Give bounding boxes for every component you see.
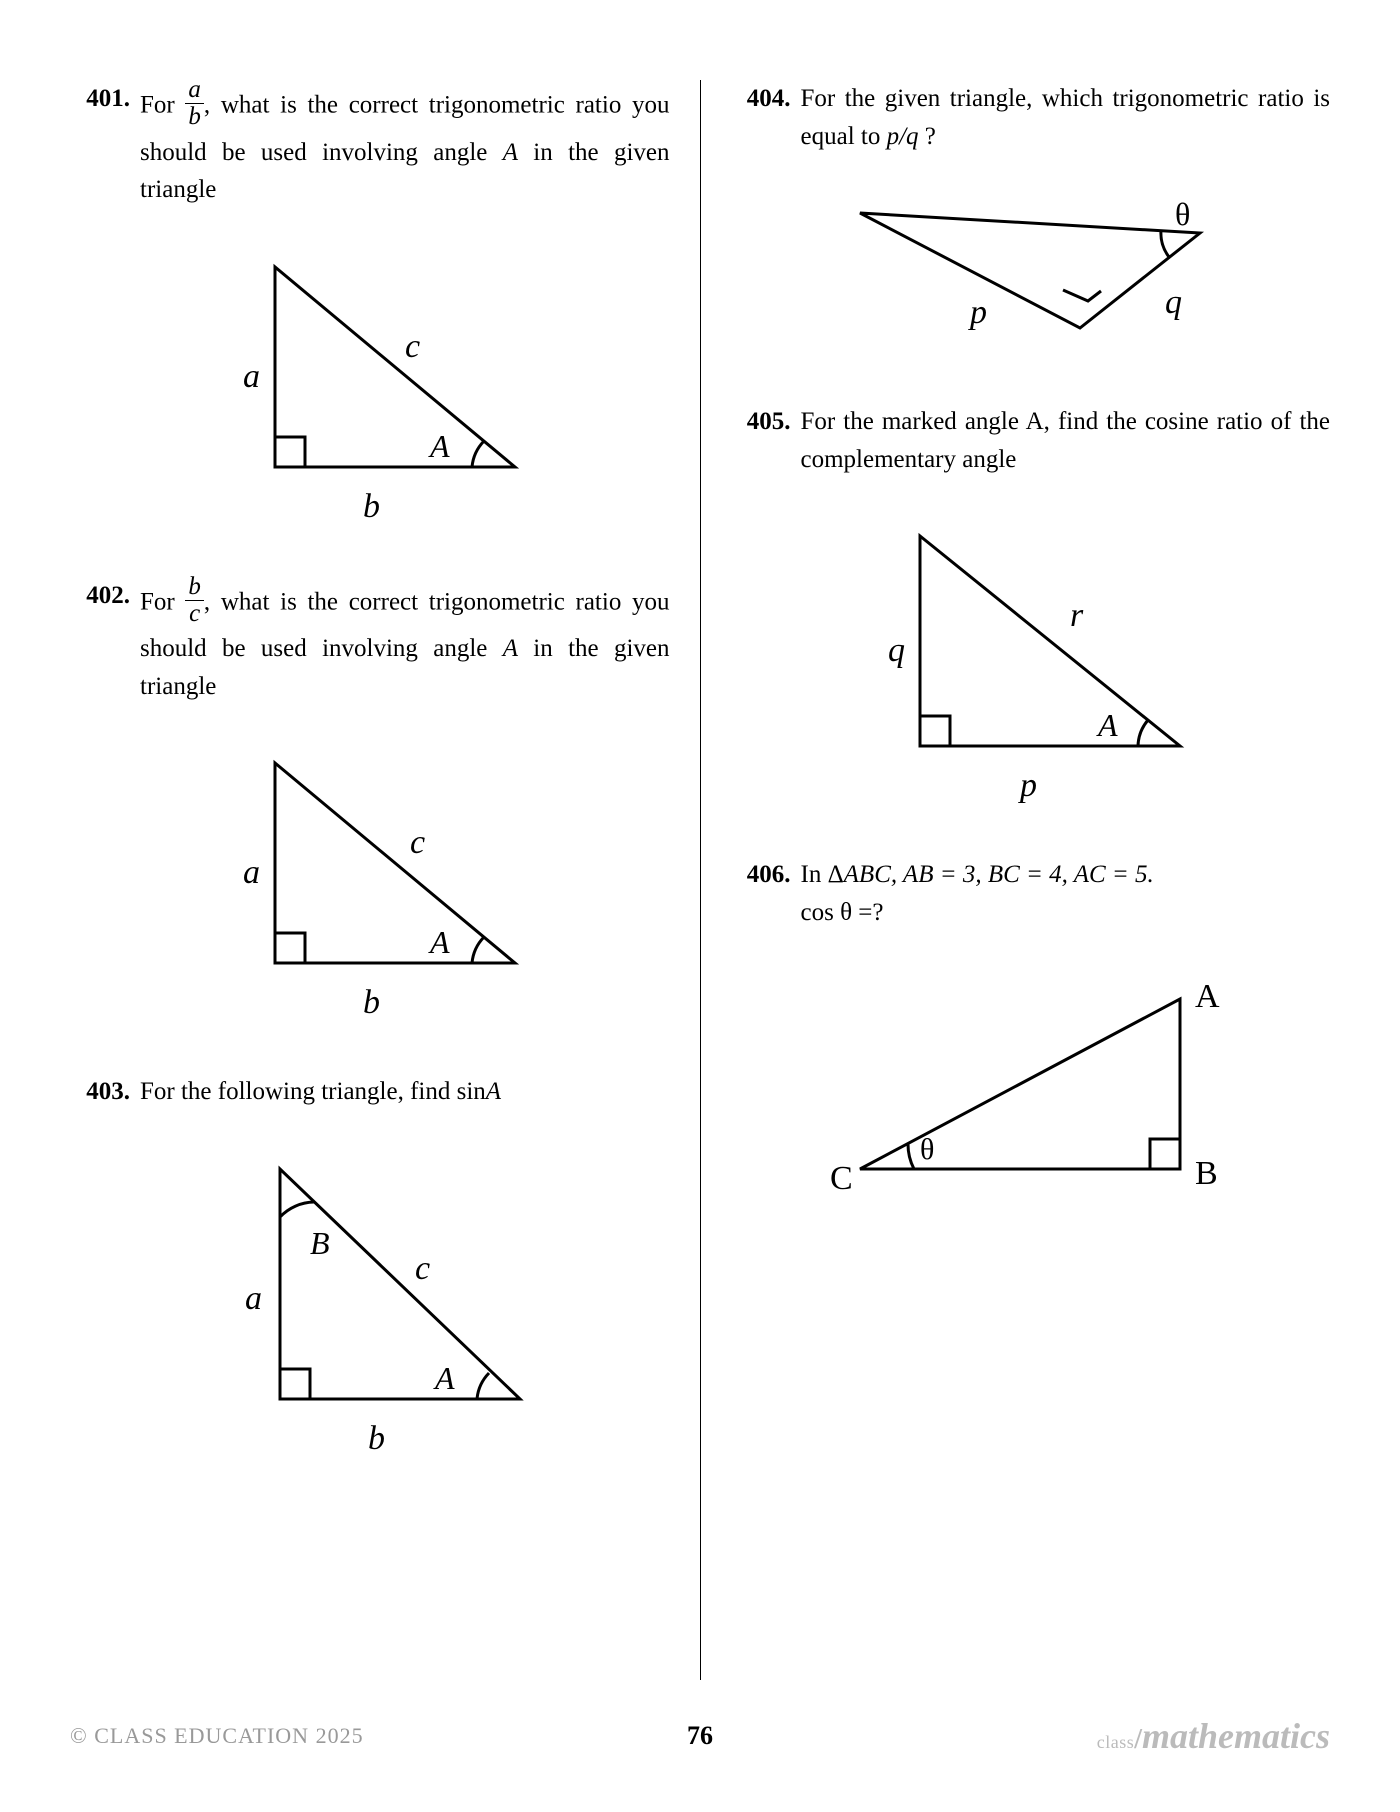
footer: © CLASS EDUCATION 2025 76 class/mathemat… (70, 1715, 1330, 1757)
label-r: r (1070, 597, 1084, 634)
text: cos θ =? (801, 899, 884, 926)
text: For the given triangle, which trigonomet… (801, 85, 1331, 150)
problem-404: 404. For the given triangle, which trigo… (731, 80, 1331, 155)
triangle-icon: q p r A (850, 506, 1210, 816)
problem-405: 405. For the marked angle A, find the co… (731, 403, 1331, 478)
problem-text: For the marked angle A, find the cosine … (801, 403, 1331, 478)
label-c: c (405, 328, 420, 365)
label-theta: θ (920, 1133, 934, 1166)
denominator: b (185, 104, 204, 130)
text: For (140, 588, 185, 615)
problem-text: For the following triangle, find sinA (140, 1073, 670, 1111)
label-A: A (1096, 707, 1118, 743)
triangle-icon: θ p q (820, 183, 1240, 363)
label-b: b (363, 984, 380, 1021)
problem-number: 406. (731, 856, 801, 931)
denominator: c (185, 601, 204, 627)
text: For (140, 91, 185, 118)
problem-text: For the given triangle, which trigonomet… (801, 80, 1331, 155)
label-q: q (1165, 284, 1182, 321)
label-C: C (830, 1160, 853, 1197)
right-column: 404. For the given triangle, which trigo… (701, 80, 1331, 1680)
problem-text: For ab, what is the correct trigonometri… (140, 80, 670, 209)
label-B: B (310, 1225, 330, 1261)
figure-405: q p r A (731, 506, 1331, 821)
label-p: p (1018, 767, 1037, 804)
label-b: b (368, 1420, 385, 1457)
problem-number: 401. (70, 80, 140, 209)
text: For the following triangle, find sin (140, 1078, 486, 1105)
triangle-icon: a b c A B (205, 1139, 535, 1469)
copyright: © CLASS EDUCATION 2025 (70, 1723, 364, 1749)
text: For the marked angle A, find the cosine … (801, 408, 1331, 473)
label-c: c (410, 824, 425, 861)
figure-401: a b c A (70, 237, 670, 542)
problem-text: In ΔABC, AB = 3, BC = 4, AC = 5. cos θ =… (801, 856, 1331, 931)
columns: 401. For ab, what is the correct trigono… (70, 80, 1330, 1680)
page: 401. For ab, what is the correct trigono… (0, 0, 1400, 1812)
brand-big: mathematics (1142, 1716, 1330, 1756)
text: ? (919, 123, 936, 150)
label-p: p (968, 294, 987, 331)
left-column: 401. For ab, what is the correct trigono… (70, 80, 701, 1680)
numerator: b (185, 574, 204, 601)
problem-number: 405. (731, 403, 801, 478)
variable: A (486, 1078, 501, 1105)
problem-406: 406. In ΔABC, AB = 3, BC = 4, AC = 5. co… (731, 856, 1331, 931)
fraction: bc (185, 574, 204, 628)
label-a: a (243, 358, 260, 395)
label-a: a (245, 1280, 262, 1317)
label-A: A (433, 1360, 455, 1396)
variable: A (503, 635, 518, 662)
page-number: 76 (687, 1721, 713, 1751)
text: In Δ (801, 861, 844, 888)
problem-402: 402. For bc, what is the correct trigono… (70, 577, 670, 706)
variable: ABC (844, 861, 891, 888)
problem-403: 403. For the following triangle, find si… (70, 1073, 670, 1111)
label-A: A (428, 924, 450, 960)
triangle-icon: θ A B C (810, 959, 1250, 1219)
label-A: A (1195, 978, 1220, 1015)
label-a: a (243, 854, 260, 891)
figure-403: a b c A B (70, 1139, 670, 1474)
triangle-icon: a b c A (205, 237, 535, 537)
problem-text: For bc, what is the correct trigonometri… (140, 577, 670, 706)
figure-402: a b c A (70, 733, 670, 1038)
fraction: ab (185, 77, 204, 131)
problem-number: 404. (731, 80, 801, 155)
figure-404: θ p q (731, 183, 1331, 368)
brand-logo: class/mathematics (1097, 1715, 1330, 1757)
figure-406: θ A B C (731, 959, 1331, 1224)
variable: A (503, 139, 518, 166)
label-theta: θ (1175, 196, 1190, 232)
label-B: B (1195, 1155, 1218, 1192)
brand-small: class (1097, 1732, 1135, 1752)
problem-401: 401. For ab, what is the correct trigono… (70, 80, 670, 209)
triangle-icon: a b c A (205, 733, 535, 1033)
label-c: c (415, 1250, 430, 1287)
text: , AB = 3, BC = 4, AC = 5. (891, 861, 1154, 888)
problem-number: 402. (70, 577, 140, 706)
label-b: b (363, 488, 380, 525)
expr: p/q (887, 123, 919, 150)
label-q: q (888, 632, 905, 669)
numerator: a (185, 77, 204, 104)
problem-number: 403. (70, 1073, 140, 1111)
label-A: A (428, 428, 450, 464)
